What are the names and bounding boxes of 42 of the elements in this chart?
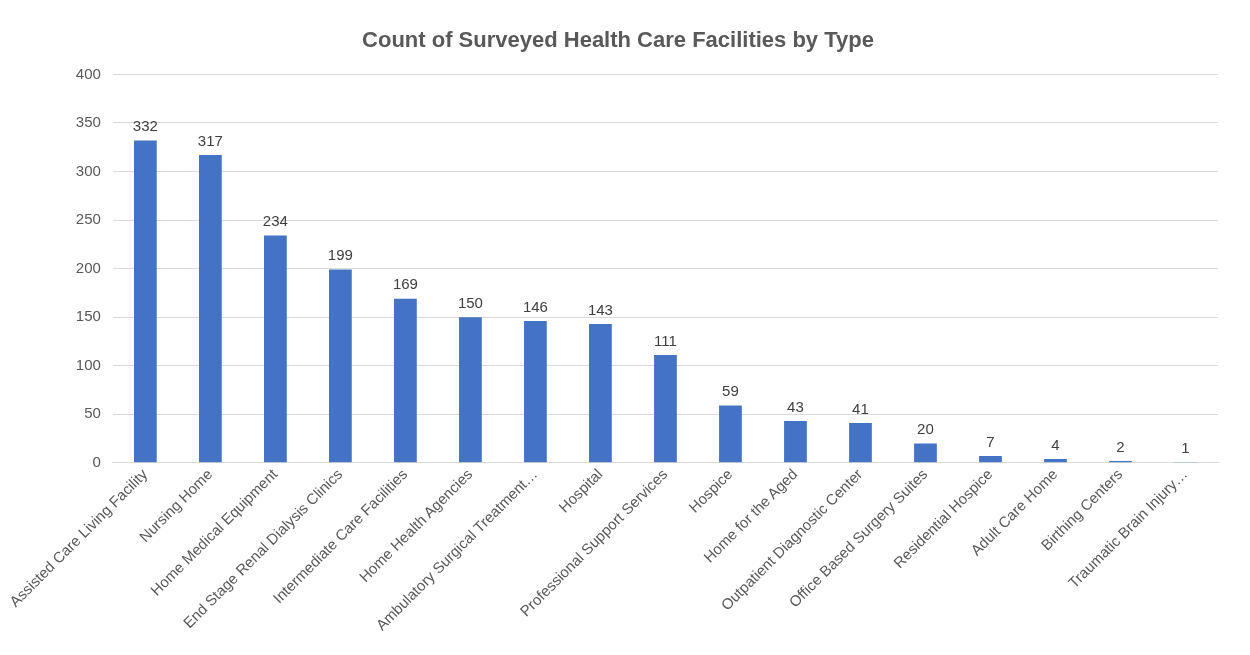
- bar: [849, 423, 872, 463]
- y-tick-label: 400: [75, 64, 101, 82]
- data-label: 43: [787, 397, 804, 415]
- bar: [199, 155, 222, 463]
- bar: [784, 421, 807, 463]
- bar: [264, 235, 287, 463]
- bar: [979, 456, 1002, 463]
- data-label: 1: [1181, 438, 1190, 456]
- y-tick-label: 350: [75, 113, 101, 131]
- bar: [1044, 458, 1067, 463]
- data-label: 111: [654, 331, 677, 349]
- data-label: 199: [327, 246, 353, 264]
- data-label: 143: [587, 300, 613, 318]
- bar: [719, 405, 742, 463]
- y-tick-label: 250: [75, 210, 101, 228]
- y-tick-label: 50: [84, 404, 101, 422]
- y-tick-label: 0: [92, 453, 101, 471]
- data-label: 2: [1116, 437, 1125, 455]
- data-label: 146: [522, 297, 548, 315]
- bar: [459, 317, 482, 463]
- data-label: 20: [917, 420, 934, 438]
- bar: [394, 298, 417, 463]
- chart-title: Count of Surveyed Health Care Facilities by Type: [362, 27, 874, 53]
- bar: [589, 323, 612, 463]
- data-label: 4: [1051, 435, 1060, 453]
- bar: [914, 443, 937, 463]
- data-label: 234: [262, 212, 288, 230]
- bar: [133, 140, 157, 463]
- data-label: 317: [197, 131, 223, 149]
- data-label: 41: [852, 399, 869, 417]
- y-tick-label: 100: [75, 355, 101, 373]
- data-label: 7: [986, 432, 995, 450]
- bar: [524, 321, 547, 463]
- bar: [329, 269, 352, 463]
- data-label: 59: [722, 382, 739, 400]
- data-label: 150: [457, 293, 483, 311]
- y-tick-label: 200: [75, 258, 101, 276]
- y-tick-label: 150: [75, 307, 101, 325]
- bar: [654, 355, 677, 463]
- data-label: 332: [132, 117, 158, 135]
- y-tick-label: 300: [75, 161, 101, 179]
- data-label: 169: [392, 275, 418, 293]
